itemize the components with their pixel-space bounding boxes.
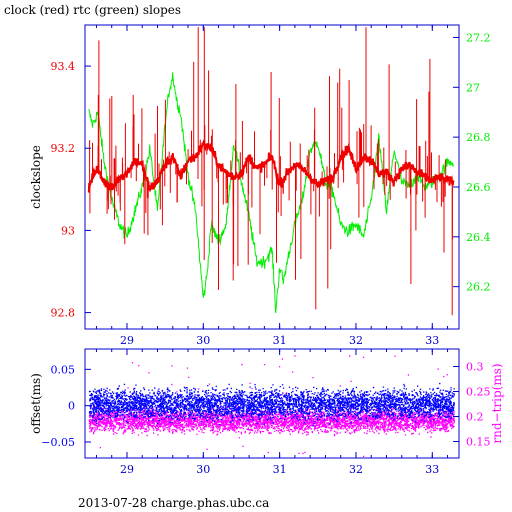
y2-tick-label: 27.2: [466, 31, 491, 44]
x-tick-label: 33: [425, 334, 439, 347]
y2-tick-label: 26.2: [466, 281, 491, 294]
plot-frame: [84, 24, 460, 330]
y2-tick-label: 26.8: [466, 131, 491, 144]
x-tick-label: 31: [273, 463, 287, 476]
rtc-series-line: [88, 72, 454, 314]
y2-tick-label: 0.25: [466, 386, 491, 399]
x-tick-label: 29: [120, 463, 134, 476]
footer-caption: 2013-07-28 charge.phas.ubc.ca: [78, 496, 270, 510]
clock-series-line: [87, 137, 455, 193]
y2-tick-label: 26.6: [466, 181, 491, 194]
y2-tick-label: 26.4: [466, 231, 491, 244]
x-tick-label: 30: [196, 334, 210, 347]
x-tick-label: 31: [273, 334, 287, 347]
y-axis-label: clockslope: [29, 145, 43, 209]
y-tick-label: 0: [68, 400, 75, 413]
plot-frame: [84, 348, 460, 459]
x-tick-label: 33: [425, 463, 439, 476]
x-tick-label: 32: [349, 463, 363, 476]
y2-tick-label: 0.3: [466, 361, 484, 374]
x-tick-label: 29: [120, 334, 134, 347]
x-tick-label: 32: [349, 334, 363, 347]
y-tick-label: 93: [61, 224, 75, 237]
y2-tick-label: 0.2: [466, 411, 484, 424]
y-tick-label: 93.4: [51, 60, 76, 73]
y2-axis-label: rnd−trip(ms): [490, 363, 504, 443]
y-tick-label: 93.2: [51, 142, 76, 155]
y-tick-label: −0.05: [41, 436, 75, 449]
chart-title: clock (red) rtc (green) slopes: [4, 3, 182, 17]
offset-points: [88, 382, 456, 427]
y-tick-label: 92.8: [51, 307, 76, 320]
y-tick-label: 0.05: [51, 363, 76, 376]
y2-tick-label: 27: [466, 81, 480, 94]
y2-tick-label: 0.15: [466, 436, 491, 449]
x-tick-label: 30: [196, 463, 210, 476]
y-axis-label: offset(ms): [29, 373, 43, 434]
